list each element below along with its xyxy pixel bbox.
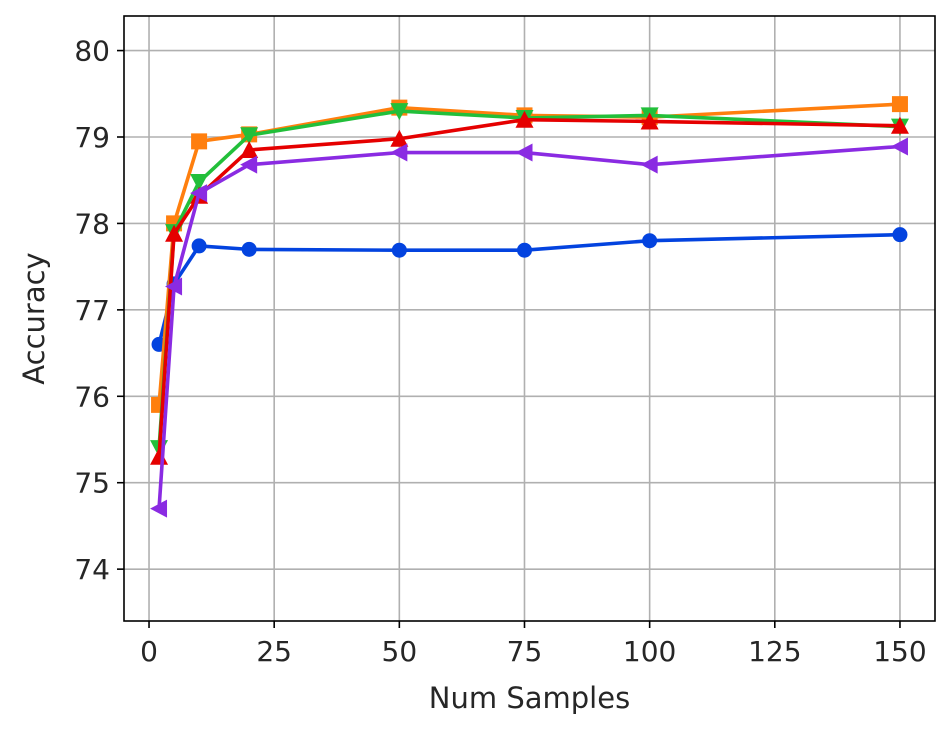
plot-frame — [123, 15, 936, 622]
data-point — [640, 155, 658, 174]
y-tick-label: 78 — [74, 207, 110, 240]
data-point — [515, 110, 534, 128]
data-point — [390, 103, 409, 121]
data-point — [165, 277, 183, 296]
data-point — [640, 112, 659, 130]
series-line — [157, 144, 901, 509]
data-point — [390, 129, 409, 147]
series-line — [157, 109, 901, 449]
data-point — [240, 140, 259, 158]
data-point — [516, 242, 532, 258]
y-tick-label: 75 — [74, 467, 110, 500]
y-tick-label: 77 — [74, 294, 110, 327]
data-point — [150, 447, 169, 465]
x-tick-label: 125 — [748, 635, 801, 668]
x-tick-label: 75 — [507, 635, 543, 668]
data-point — [190, 173, 209, 191]
x-tick-label: 150 — [873, 635, 926, 668]
x-tick-label: 0 — [140, 635, 158, 668]
data-point — [150, 499, 168, 518]
series-4 — [150, 137, 908, 518]
y-tick-label: 74 — [74, 553, 110, 586]
data-point — [390, 143, 408, 162]
x-tick-label: 25 — [256, 635, 292, 668]
data-point — [890, 137, 908, 156]
y-axis-title: Accuracy — [17, 252, 51, 384]
x-axis-title: Num Samples — [429, 681, 630, 715]
y-tick-label: 76 — [74, 380, 110, 413]
data-point — [891, 96, 908, 113]
grid — [124, 16, 935, 621]
series-0 — [151, 227, 908, 352]
data-point — [190, 184, 208, 203]
data-point — [391, 242, 407, 258]
data-point — [515, 143, 533, 162]
data-point — [191, 238, 207, 254]
data-point — [165, 224, 184, 242]
y-tick-label: 79 — [74, 121, 110, 154]
data-point — [191, 133, 208, 150]
data-point — [241, 241, 257, 257]
data-point — [240, 155, 258, 174]
data-point — [892, 227, 908, 243]
x-tick-label: 50 — [382, 635, 418, 668]
y-tick-label: 80 — [74, 35, 110, 68]
ticks: 0 25 50 75 100 125 150 74 75 76 77 78 79 80 — [74, 35, 926, 668]
x-tick-label: 100 — [623, 635, 676, 668]
data-point — [240, 127, 259, 145]
data-point — [642, 233, 658, 249]
data-point — [890, 116, 909, 134]
series-group — [150, 96, 909, 518]
series-line — [157, 117, 900, 457]
